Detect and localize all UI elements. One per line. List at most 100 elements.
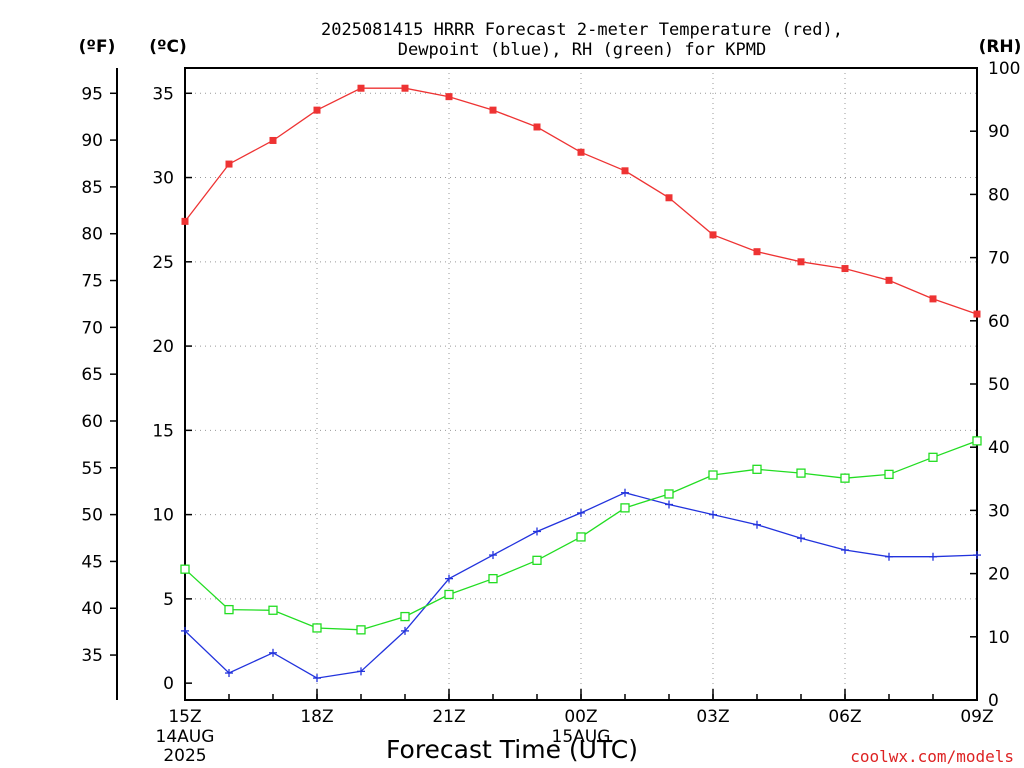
rh-point (180, 564, 190, 574)
rh-point (576, 532, 586, 542)
rh-point (532, 555, 542, 565)
dewpoint-point (269, 648, 277, 657)
dewpoint-point (929, 552, 937, 561)
dewpoint-point (489, 551, 497, 560)
x-tick-date-label: 14AUG (156, 727, 215, 747)
rh-point (444, 589, 454, 600)
celsius-tick-label: 20 (152, 337, 174, 357)
rh-tick-label: 70 (988, 249, 1010, 269)
rh-tick-label: 90 (988, 122, 1010, 142)
temperature-point (797, 258, 805, 266)
rh-tick-label: 60 (988, 312, 1010, 332)
fahrenheit-tick-label: 50 (81, 506, 103, 526)
dewpoint-point (225, 669, 233, 678)
dewpoint-point (401, 626, 409, 635)
rh-point (928, 452, 938, 462)
dewpoint-point (665, 500, 673, 509)
dewpoint-point (533, 527, 541, 536)
dewpoint-point (797, 534, 805, 543)
fahrenheit-tick-label: 60 (81, 412, 103, 432)
dewpoint-point (357, 667, 365, 676)
rh-point (708, 470, 718, 480)
rh-point (840, 473, 850, 483)
rh-point (664, 489, 674, 499)
celsius-tick-label: 35 (152, 84, 174, 104)
credit-label: coolwx.com/models (850, 747, 1014, 766)
temperature-point (489, 106, 497, 114)
rh-unit-label: (RH) (979, 37, 1022, 57)
dewpoint-point (709, 510, 717, 519)
rh-point (752, 464, 762, 474)
temperature-point (225, 160, 233, 168)
fahrenheit-tick-label: 40 (81, 599, 103, 619)
temperature-point (753, 248, 761, 256)
rh-tick-label: 10 (988, 628, 1010, 648)
dewpoint-line (184, 492, 978, 679)
rh-point (488, 574, 498, 584)
x-tick-label: 18Z (300, 707, 333, 727)
series-layer (180, 84, 982, 683)
x-tick-label: 21Z (432, 707, 465, 727)
temperature-point (973, 310, 981, 318)
celsius-tick-label: 15 (152, 421, 174, 441)
dewpoint-point (577, 508, 585, 517)
rh-point (356, 625, 366, 635)
rh-tick-label: 40 (988, 438, 1010, 458)
temperature-point (533, 123, 541, 131)
dewpoint-point (313, 674, 321, 683)
chart-title-line1: 2025081415 HRRR Forecast 2-meter Tempera… (321, 20, 843, 40)
rh-tick-label: 80 (988, 185, 1010, 205)
fahrenheit-tick-label: 65 (81, 365, 103, 385)
celsius-tick-label: 30 (152, 169, 174, 189)
rh-point (620, 503, 630, 513)
temperature-point (709, 231, 717, 239)
rh-point (972, 436, 982, 446)
dewpoint-point (885, 552, 893, 561)
celsius-tick-label: 25 (152, 253, 174, 273)
rh-tick-label: 100 (988, 59, 1020, 79)
rh-point (312, 623, 322, 633)
celsius-unit-label: (ºC) (149, 37, 187, 57)
x-tick-label: 00Z (564, 707, 597, 727)
dewpoint-point (445, 574, 453, 583)
temperature-line (184, 87, 978, 315)
celsius-tick-label: 5 (163, 590, 174, 610)
grid (185, 68, 977, 700)
chart-title-line2: Dewpoint (blue), RH (green) for KPMD (398, 40, 766, 60)
fahrenheit-axis: 35 40 45 50 55 60 65 70 75 80 85 90 95 (81, 84, 117, 666)
celsius-tick-label: 0 (163, 674, 174, 694)
x-tick-label: 15Z (168, 707, 201, 727)
dewpoint-point (181, 626, 189, 635)
rh-point (796, 468, 806, 478)
x-tick-date-label: 15AUG (552, 727, 611, 747)
rh-tick-label: 0 (988, 691, 999, 711)
celsius-axis: 0 5 10 15 20 25 30 35 (152, 84, 192, 694)
rh-tick-label: 20 (988, 565, 1010, 585)
fahrenheit-tick-label: 85 (81, 178, 103, 198)
temperature-point (445, 93, 453, 101)
rh-axis: 0 10 20 30 40 50 60 70 80 90 100 (970, 59, 1020, 711)
x-tick-label: 06Z (828, 707, 861, 727)
x-tick-label: 03Z (696, 707, 729, 727)
temperature-point (313, 106, 321, 114)
fahrenheit-tick-label: 45 (81, 552, 103, 572)
dewpoint-point (621, 488, 629, 497)
temperature-point (357, 84, 365, 92)
rh-tick-label: 30 (988, 501, 1010, 521)
rh-point (400, 611, 410, 622)
fahrenheit-tick-label: 75 (81, 272, 103, 292)
temperature-point (929, 295, 937, 303)
fahrenheit-tick-label: 95 (81, 84, 103, 104)
temperature-point (841, 265, 849, 273)
dewpoint-point (753, 520, 761, 529)
temperature-point (621, 167, 629, 175)
fahrenheit-unit-label: (ºF) (79, 37, 116, 57)
fahrenheit-tick-label: 55 (81, 459, 103, 479)
temperature-point (401, 84, 409, 92)
fahrenheit-tick-label: 80 (81, 225, 103, 245)
rh-tick-label: 50 (988, 375, 1010, 395)
temperature-point (577, 148, 585, 156)
fahrenheit-tick-label: 90 (81, 131, 103, 151)
